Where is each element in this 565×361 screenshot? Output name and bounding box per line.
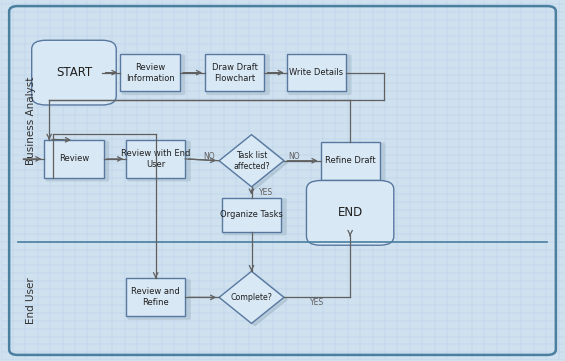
Text: Review and
Refine: Review and Refine — [131, 287, 180, 308]
FancyBboxPatch shape — [222, 197, 281, 232]
Text: NO: NO — [203, 152, 215, 161]
FancyBboxPatch shape — [205, 54, 264, 91]
FancyBboxPatch shape — [286, 54, 346, 91]
Text: YES: YES — [259, 188, 273, 197]
FancyBboxPatch shape — [32, 40, 116, 105]
Text: Task list
affected?: Task list affected? — [233, 151, 270, 171]
Text: End User: End User — [25, 278, 36, 324]
Text: Organize Tasks: Organize Tasks — [220, 210, 283, 219]
FancyBboxPatch shape — [126, 140, 185, 178]
FancyBboxPatch shape — [320, 190, 386, 240]
FancyBboxPatch shape — [321, 143, 385, 183]
FancyBboxPatch shape — [127, 279, 191, 320]
FancyBboxPatch shape — [120, 54, 180, 91]
Text: NO: NO — [288, 152, 300, 161]
FancyBboxPatch shape — [126, 278, 185, 316]
Polygon shape — [219, 271, 284, 323]
FancyBboxPatch shape — [288, 55, 351, 95]
Polygon shape — [223, 137, 287, 189]
Text: Review with End
User: Review with End User — [121, 149, 190, 169]
Text: Write Details: Write Details — [289, 68, 344, 77]
FancyBboxPatch shape — [46, 49, 109, 100]
FancyBboxPatch shape — [206, 55, 270, 95]
FancyBboxPatch shape — [46, 141, 109, 181]
FancyBboxPatch shape — [127, 141, 191, 181]
Text: END: END — [337, 206, 363, 219]
FancyBboxPatch shape — [320, 142, 380, 180]
FancyBboxPatch shape — [223, 198, 286, 235]
Text: Draw Draft
Flowchart: Draw Draft Flowchart — [212, 62, 258, 83]
Polygon shape — [219, 135, 284, 187]
Text: YES: YES — [310, 297, 324, 306]
FancyBboxPatch shape — [306, 180, 394, 245]
Text: START: START — [56, 66, 92, 79]
Text: Complete?: Complete? — [231, 293, 272, 302]
Polygon shape — [223, 274, 287, 326]
Text: Review: Review — [59, 155, 89, 164]
FancyBboxPatch shape — [45, 140, 103, 178]
FancyBboxPatch shape — [121, 55, 185, 95]
Text: Review
Information: Review Information — [125, 62, 175, 83]
Text: Business Analyst: Business Analyst — [25, 77, 36, 165]
Text: Refine Draft: Refine Draft — [325, 156, 376, 165]
